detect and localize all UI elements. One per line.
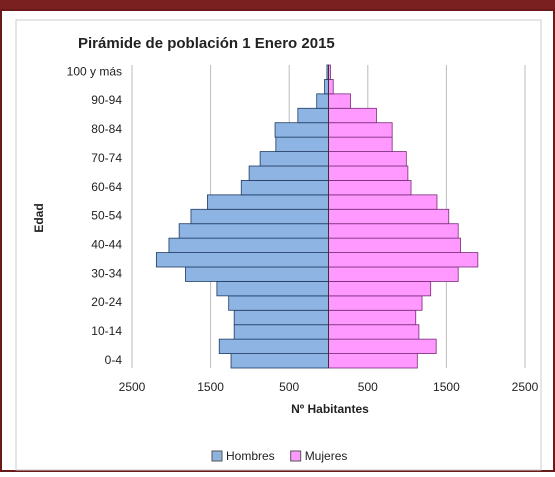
- bar: [328, 180, 412, 196]
- x-tick-label: 2500: [119, 380, 146, 394]
- x-tick-label: 500: [358, 380, 378, 394]
- y-tick-label: 90-94: [91, 93, 122, 107]
- y-tick-label: 60-64: [91, 180, 122, 194]
- bar: [328, 223, 459, 239]
- bar: [316, 93, 329, 109]
- y-axis-label: Edad: [32, 203, 46, 232]
- y-tick-label: 80-84: [91, 122, 122, 136]
- bar: [228, 295, 329, 311]
- bar: [328, 107, 377, 124]
- bar: [328, 93, 351, 109]
- bar: [248, 165, 329, 181]
- bar: [328, 252, 479, 268]
- bar: [324, 79, 329, 95]
- bar: [275, 136, 329, 152]
- y-tick-label: 50-54: [91, 209, 122, 223]
- bar: [233, 309, 329, 326]
- bar: [328, 309, 417, 326]
- legend-label: Mujeres: [305, 449, 348, 463]
- bar: [297, 107, 329, 124]
- y-tick-label: 70-74: [91, 151, 122, 165]
- y-tick-label: 20-24: [91, 295, 122, 309]
- bar: [218, 338, 329, 354]
- bar: [274, 122, 329, 138]
- x-tick-label: 1500: [197, 380, 224, 394]
- x-tick-label: 2500: [512, 380, 539, 394]
- y-tick-label: 10-14: [91, 324, 122, 338]
- top-bar: [0, 0, 555, 10]
- bar: [233, 324, 329, 340]
- bar: [216, 281, 329, 297]
- bar: [328, 266, 459, 282]
- y-tick-label: 0-4: [105, 353, 123, 367]
- bar: [328, 353, 418, 369]
- bar: [328, 295, 423, 311]
- bar: [240, 180, 329, 196]
- legend-swatch: [211, 450, 223, 462]
- bar: [207, 194, 329, 210]
- bar: [328, 194, 438, 210]
- bar: [328, 151, 407, 167]
- bar: [328, 79, 334, 95]
- bar: [328, 281, 432, 297]
- bar: [185, 266, 329, 282]
- legend-label: Hombres: [226, 449, 275, 463]
- bar: [155, 252, 329, 268]
- bar: [328, 165, 409, 181]
- bar: [328, 122, 393, 138]
- bar: [178, 223, 329, 239]
- x-axis-label: Nº Habitantes: [291, 402, 369, 416]
- bar: [328, 338, 437, 354]
- x-tick-label: 1500: [433, 380, 460, 394]
- bar: [190, 208, 329, 225]
- bar: [259, 151, 329, 167]
- bar: [168, 237, 329, 253]
- bar: [230, 353, 329, 369]
- y-tick-label: 30-34: [91, 266, 122, 280]
- bar: [328, 208, 450, 225]
- y-tick-label: 40-44: [91, 238, 122, 252]
- legend-swatch: [290, 450, 302, 462]
- y-tick-label: 100 y más: [67, 64, 122, 78]
- bar: [328, 324, 420, 340]
- bar: [328, 237, 461, 253]
- chart-title: Pirámide de población 1 Enero 2015: [78, 35, 335, 52]
- bar: [328, 136, 393, 152]
- x-tick-label: 500: [279, 380, 299, 394]
